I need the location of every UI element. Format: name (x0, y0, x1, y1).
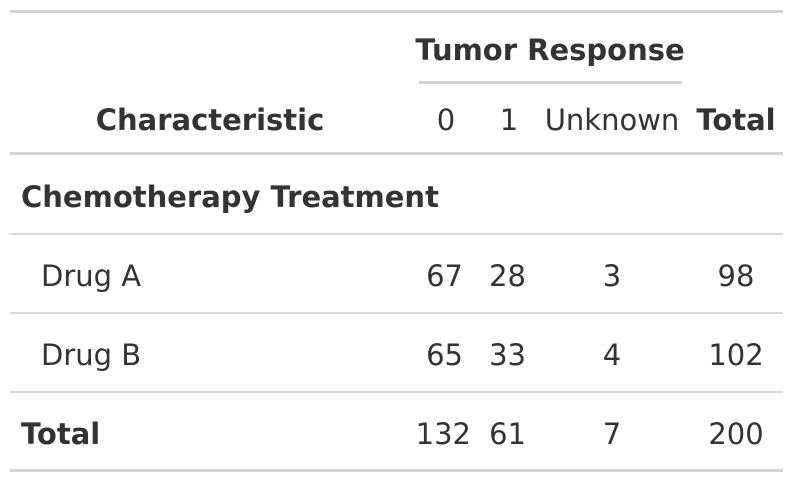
cell-col-0: 67 (426, 259, 463, 293)
total-col-unknown: 7 (602, 417, 622, 451)
cell-col-total: 98 (717, 259, 755, 293)
total-col-1: 61 (489, 417, 526, 451)
total-row-label: Total (21, 417, 101, 451)
table-top-border (10, 10, 783, 13)
group-row-label: Chemotherapy Treatment (21, 180, 439, 214)
spanner-tumor-response: Tumor Response (415, 33, 685, 67)
row-label: Drug B (41, 338, 142, 372)
cell-col-total: 102 (708, 338, 764, 372)
cell-col-0: 65 (426, 338, 463, 372)
header-col-1: 1 (499, 103, 519, 137)
table-bottom-border (10, 469, 783, 472)
header-col-unknown: Unknown (544, 103, 680, 137)
spanner-underline (419, 81, 682, 84)
header-characteristic: Characteristic (95, 103, 325, 137)
row-divider (10, 312, 783, 314)
header-col-total: Total (696, 103, 776, 137)
header-bottom-border (10, 152, 783, 155)
cell-col-1: 28 (489, 259, 526, 293)
cell-col-unknown: 4 (602, 338, 622, 372)
cell-col-1: 33 (489, 338, 526, 372)
row-label: Drug A (41, 259, 142, 293)
row-divider (10, 233, 783, 235)
total-col-0: 132 (415, 417, 471, 451)
header-col-0: 0 (436, 103, 456, 137)
row-divider (10, 391, 783, 393)
cell-col-unknown: 3 (602, 259, 622, 293)
total-col-total: 200 (708, 417, 764, 451)
